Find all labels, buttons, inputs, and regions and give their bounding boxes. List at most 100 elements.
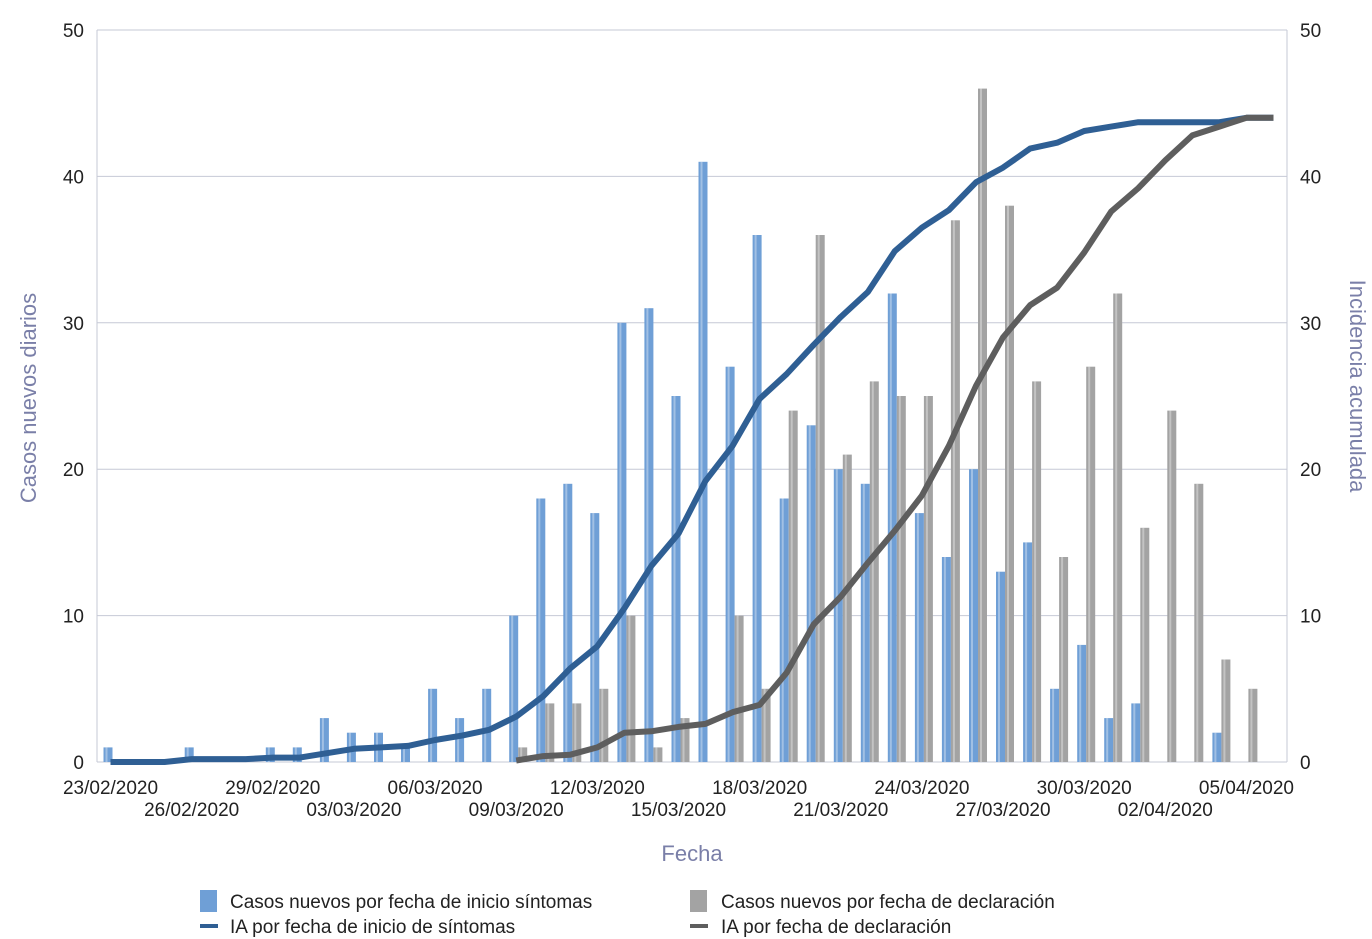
x-axis-title: Fecha — [661, 841, 723, 866]
bar-declaration-highlight — [682, 718, 685, 762]
bar-onset-highlight — [971, 469, 973, 762]
x-tick-label: 12/03/2020 — [550, 778, 645, 799]
bar-declaration-highlight — [547, 703, 550, 762]
bar-declaration — [923, 396, 933, 762]
bar-declaration — [1005, 205, 1014, 762]
bar-onset — [752, 235, 762, 762]
bar-onset — [184, 747, 194, 762]
bar-declaration — [572, 703, 582, 762]
legend-item-onset-line: IA por fecha de inicio de síntomas — [200, 917, 515, 938]
bar-declaration-highlight — [925, 396, 928, 762]
bar-onset — [996, 571, 1005, 762]
bar-onset-highlight — [781, 498, 784, 762]
bar-declaration — [734, 615, 744, 762]
legend-swatch-onset-line — [200, 924, 218, 928]
bar-onset — [914, 513, 924, 762]
bar-onset-highlight — [700, 161, 703, 763]
bar-declaration — [1140, 527, 1150, 762]
legend-item-declaration-line: IA por fecha de declaración — [690, 917, 951, 938]
bar-onset-highlight — [565, 483, 568, 762]
y-tick-label-right: 0 — [1300, 753, 1311, 774]
bar-declaration-highlight — [736, 615, 739, 762]
x-tick-label: 06/03/2020 — [388, 778, 483, 799]
y-tick-label-left: 10 — [63, 607, 84, 628]
bar-declaration — [896, 396, 906, 762]
bar-onset — [1077, 644, 1087, 762]
y-tick-label-right: 30 — [1300, 314, 1321, 335]
bar-declaration-highlight — [628, 615, 631, 762]
bar-onset-highlight — [484, 688, 487, 762]
x-tick-label: 23/02/2020 — [63, 778, 158, 799]
bar-declaration — [761, 688, 771, 762]
bar-onset — [806, 425, 816, 762]
bar-onset-highlight — [889, 293, 892, 762]
y-tick-label-left: 50 — [63, 21, 84, 42]
bar-declaration — [950, 220, 960, 763]
bar-declaration-highlight — [844, 454, 847, 762]
y-tick-label-right: 50 — [1300, 21, 1321, 42]
y-tick-label-right: 20 — [1300, 460, 1321, 481]
bar-onset-highlight — [403, 747, 405, 762]
bar-onset — [509, 615, 519, 762]
bar-onset-highlight — [538, 498, 541, 762]
bar-onset — [1131, 703, 1141, 762]
legend-swatch-onset-bars — [200, 890, 217, 912]
bar-onset — [590, 513, 600, 762]
bar-declaration — [788, 410, 798, 762]
legend-label: IA por fecha de declaración — [721, 917, 951, 938]
bar-onset — [671, 396, 681, 762]
bar-declaration-highlight — [1115, 293, 1118, 762]
bar-declaration — [599, 688, 609, 762]
bar-onset-highlight — [321, 718, 324, 762]
bar-declaration-highlight — [980, 88, 982, 763]
bar-onset-highlight — [808, 425, 811, 762]
bar-onset-highlight — [457, 718, 460, 762]
bar-onset-highlight — [754, 235, 757, 762]
bar-onset — [455, 718, 465, 762]
bar-onset-highlight — [619, 322, 622, 762]
legend: Casos nuevos por fecha de inicio síntoma… — [200, 890, 1055, 938]
legend-swatch-declaration-line — [690, 924, 708, 928]
bar-onset-highlight — [105, 747, 108, 762]
bar-declaration — [1248, 688, 1258, 762]
bar-onset — [563, 483, 573, 762]
x-tick-label: 26/02/2020 — [144, 800, 239, 821]
bar-declaration-highlight — [1088, 366, 1091, 762]
bar-declaration-highlight — [520, 747, 523, 762]
legend-label: Casos nuevos por fecha de declaración — [721, 892, 1055, 913]
bar-onset — [969, 469, 978, 762]
legend-item-onset-bars: Casos nuevos por fecha de inicio síntoma… — [200, 890, 592, 913]
bar-declaration-highlight — [1223, 659, 1226, 762]
bar-declaration-highlight — [1250, 688, 1253, 762]
bar-onset-highlight — [673, 396, 676, 762]
y-tick-label-left: 30 — [63, 314, 84, 335]
y-tick-label-right: 10 — [1300, 607, 1321, 628]
bar-declaration-highlight — [898, 396, 901, 762]
bar-onset — [428, 688, 438, 762]
x-tick-label: 09/03/2020 — [469, 800, 564, 821]
bar-declaration-highlight — [1007, 205, 1009, 762]
bar-declaration — [842, 454, 852, 762]
x-tick-label: 29/02/2020 — [225, 778, 320, 799]
bar-onset — [617, 322, 627, 762]
bar-onset — [941, 557, 951, 762]
bar-onset-highlight — [1214, 732, 1217, 762]
legend-swatch-declaration-bars — [690, 890, 707, 912]
bar-onset — [860, 483, 870, 762]
y-tick-label-right: 40 — [1300, 167, 1321, 188]
x-tick-label: 15/03/2020 — [631, 800, 726, 821]
bar-declaration — [1113, 293, 1123, 762]
y-axis-right-title: Incidencia acumulada — [1345, 280, 1370, 494]
bar-declaration — [626, 615, 636, 762]
bar-onset — [779, 498, 789, 762]
bar-declaration — [1032, 381, 1042, 762]
bar-declaration-highlight — [817, 235, 820, 762]
bar-declaration — [1167, 410, 1177, 762]
bar-onset-highlight — [1133, 703, 1136, 762]
bar-onset — [319, 718, 329, 762]
bar-onset — [401, 747, 410, 762]
bar-onset — [725, 366, 735, 762]
bar-onset — [1104, 718, 1114, 762]
bar-declaration-highlight — [790, 410, 793, 762]
